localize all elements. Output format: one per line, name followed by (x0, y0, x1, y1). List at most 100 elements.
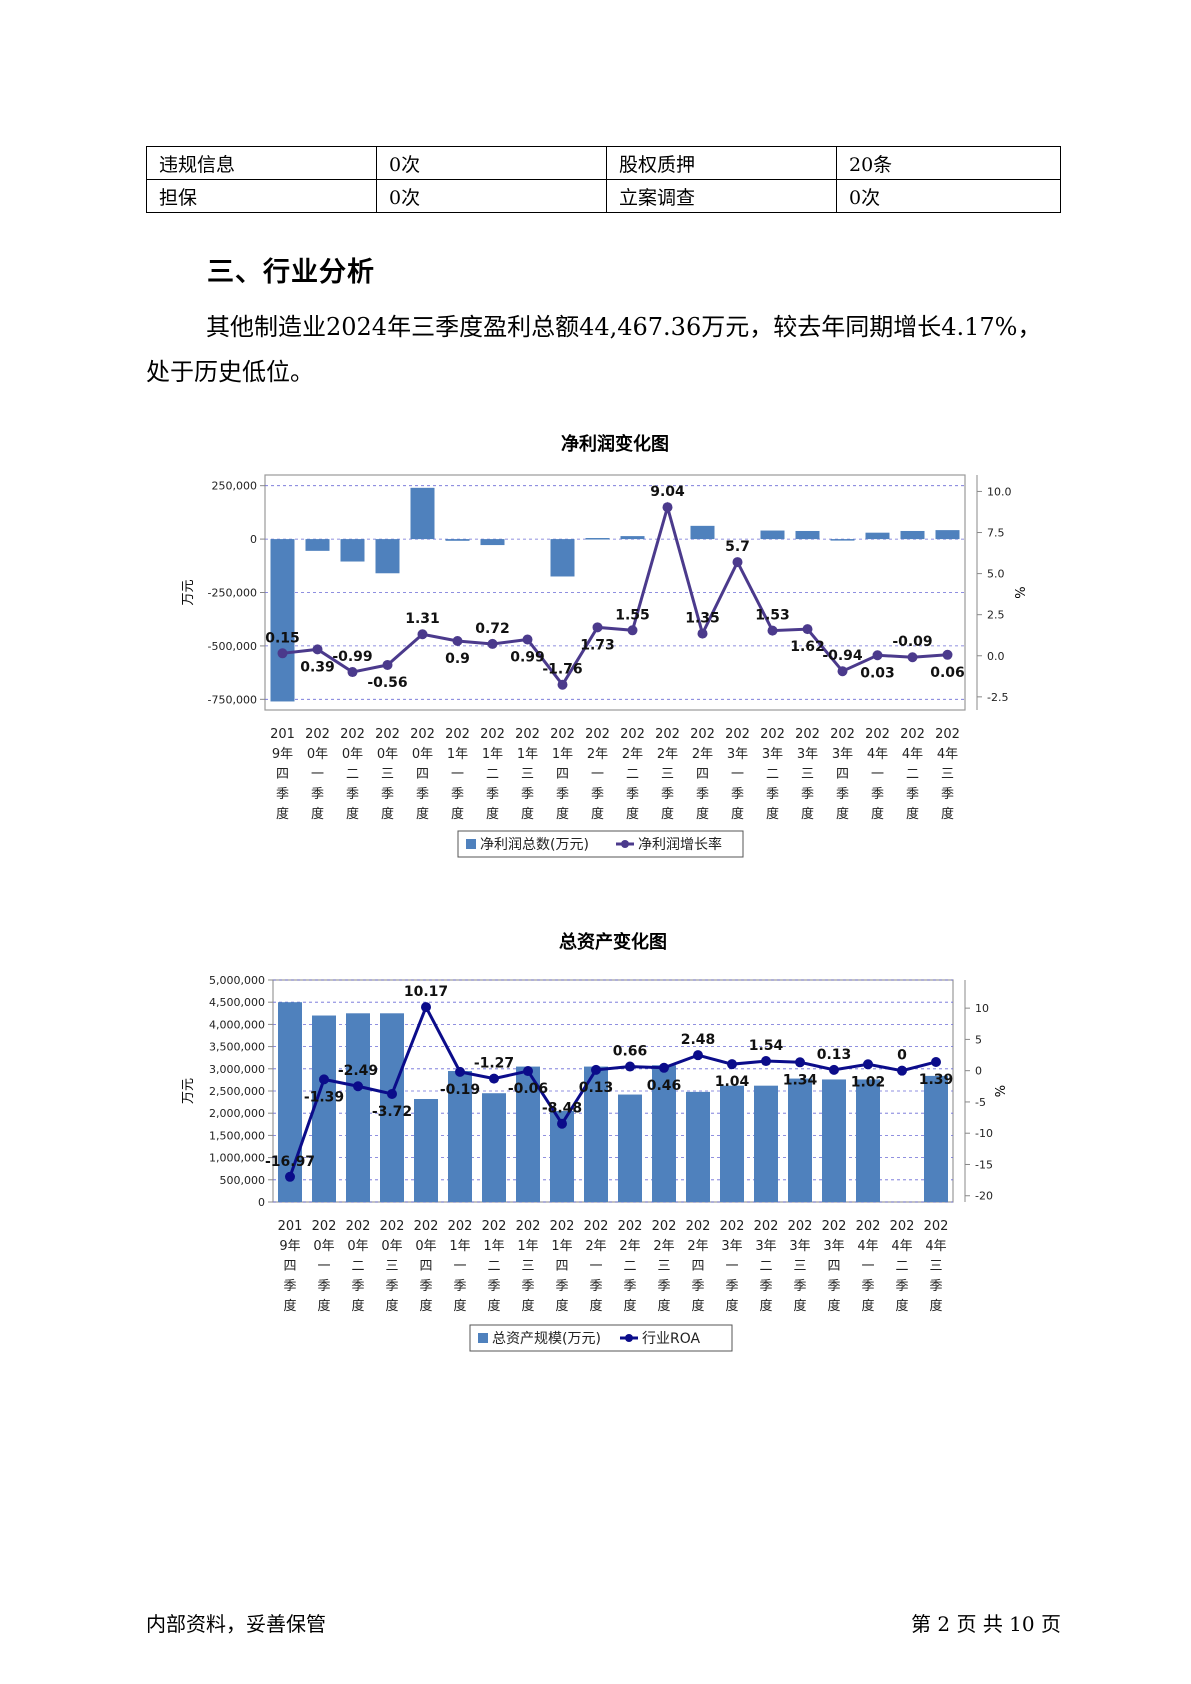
x-tick-label: 季 (827, 1279, 840, 1294)
y2-tick-label: -2.5 (987, 691, 1008, 704)
line-point (897, 1065, 907, 1076)
x-tick-label: 4年 (891, 1239, 912, 1254)
x-tick-label: 度 (871, 806, 884, 822)
data-label: 0.03 (860, 665, 895, 681)
y-tick-label: -750,000 (208, 693, 257, 706)
bar (550, 539, 575, 577)
x-tick-label: 202 (856, 1219, 881, 1234)
y-tick-label: 4,000,000 (209, 1018, 265, 1031)
x-tick-label: 0年 (313, 1239, 334, 1254)
line-point (942, 649, 953, 660)
x-tick-label: 度 (451, 806, 464, 822)
x-tick-label: 1年 (517, 747, 538, 762)
x-tick-label: 度 (691, 1298, 704, 1314)
x-tick-label: 9年 (272, 747, 293, 762)
data-label: -0.56 (367, 675, 407, 691)
line-point (732, 557, 743, 568)
x-tick-label: 季 (591, 787, 604, 802)
data-label: 0.39 (300, 659, 335, 675)
line-point (489, 1073, 499, 1084)
y-tick-label: 250,000 (212, 480, 258, 493)
bar (686, 1091, 710, 1202)
x-tick-label: 二 (766, 767, 779, 782)
x-tick-label: 2年 (587, 747, 608, 762)
x-tick-label: 季 (351, 1279, 364, 1294)
chart-title: 总资产变化图 (559, 931, 667, 953)
x-tick-label: 201 (270, 727, 295, 742)
bar (410, 487, 435, 540)
x-tick-label: 三 (801, 767, 814, 782)
x-tick-label: 4年 (867, 747, 888, 762)
line-point (659, 1062, 669, 1073)
x-tick-label: 二 (906, 767, 919, 782)
x-tick-label: 1年 (447, 747, 468, 762)
x-tick-label: 一 (453, 1259, 466, 1274)
bar (375, 539, 400, 574)
x-tick-label: 季 (311, 787, 324, 802)
x-tick-label: 季 (623, 1279, 636, 1294)
x-tick-label: 二 (623, 1259, 636, 1274)
x-tick-label: 季 (419, 1279, 432, 1294)
x-tick-label: 2年 (619, 1239, 640, 1254)
bar (652, 1065, 676, 1202)
x-tick-label: 3年 (727, 747, 748, 762)
y2-tick-label: 5 (975, 1033, 982, 1046)
x-tick-label: 度 (801, 806, 814, 822)
y-tick-label: 500,000 (220, 1174, 266, 1187)
x-tick-label: 四 (696, 767, 709, 782)
x-tick-label: 季 (759, 1279, 772, 1294)
data-label: -2.49 (338, 1063, 378, 1079)
x-tick-label: 4年 (857, 1239, 878, 1254)
legend-bar-swatch (466, 839, 476, 849)
x-tick-label: 2年 (657, 747, 678, 762)
table-cell: 立案调查 (606, 179, 837, 213)
x-tick-label: 0年 (347, 1239, 368, 1254)
x-tick-label: 季 (801, 787, 814, 802)
x-tick-label: 202 (414, 1219, 439, 1234)
data-label: 1.55 (615, 607, 650, 623)
y-tick-label: 2,000,000 (209, 1107, 265, 1120)
data-label: -0.09 (892, 634, 932, 650)
footer-page-number: 第 2 页 共 10 页 (911, 1612, 1061, 1636)
bar (414, 1098, 438, 1202)
x-tick-label: 202 (924, 1219, 949, 1234)
line-point (522, 634, 533, 645)
bar (346, 1013, 370, 1202)
table-cell: 担保 (146, 179, 377, 213)
x-tick-label: 度 (623, 1298, 636, 1314)
x-tick-label: 度 (895, 1298, 908, 1314)
x-tick-label: 二 (626, 767, 639, 782)
line-point (863, 1059, 873, 1070)
bar (690, 525, 715, 540)
data-label: 1.02 (851, 1074, 886, 1090)
line-point (662, 502, 673, 513)
bar (795, 530, 820, 540)
line-point (277, 648, 288, 659)
x-tick-label: 0年 (377, 747, 398, 762)
x-tick-label: 一 (317, 1259, 330, 1274)
x-tick-label: 202 (410, 727, 435, 742)
bar (482, 1093, 506, 1202)
x-tick-label: 二 (759, 1259, 772, 1274)
x-tick-label: 2年 (622, 747, 643, 762)
data-label: -1.76 (542, 662, 582, 678)
x-tick-label: 一 (311, 767, 324, 782)
x-tick-label: 季 (487, 1279, 500, 1294)
x-tick-label: 4年 (937, 747, 958, 762)
x-tick-label: 度 (696, 806, 709, 822)
y-tick-label: 1,500,000 (209, 1129, 265, 1142)
data-label: 1.31 (405, 611, 440, 627)
x-tick-label: 202 (340, 727, 365, 742)
y2-tick-label: 5.0 (987, 568, 1005, 581)
bar (305, 539, 330, 551)
x-tick-label: 季 (906, 787, 919, 802)
x-tick-label: 202 (482, 1219, 507, 1234)
x-tick-label: 202 (795, 727, 820, 742)
table-row: 担保 0次 立案调查 0次 (146, 179, 1061, 213)
series-line (282, 501, 948, 688)
x-tick-label: 季 (836, 787, 849, 802)
legend-bar-swatch (478, 1333, 488, 1343)
x-tick-label: 201 (278, 1219, 303, 1234)
x-tick-label: 季 (317, 1279, 330, 1294)
bar (754, 1085, 778, 1202)
